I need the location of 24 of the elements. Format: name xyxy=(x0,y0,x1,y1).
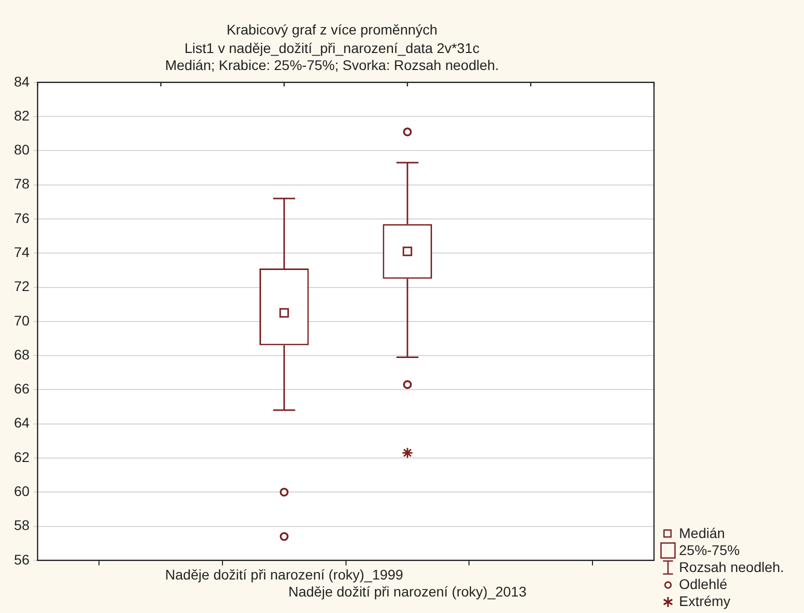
x-tick-label: Naděje dožití při narození (roky)_2013 xyxy=(288,583,527,600)
y-tick-label: 72 xyxy=(14,278,30,294)
y-tick-label: 60 xyxy=(14,482,30,499)
y-tick-label: 56 xyxy=(14,551,30,568)
text: Odlehlé xyxy=(679,576,728,593)
y-tick-label: 70 xyxy=(14,312,30,328)
x-tick-label: Naděje dožití při narození (roky)_1999 xyxy=(165,566,404,583)
y-tick-label: 68 xyxy=(14,346,30,362)
text: 25%-75% xyxy=(679,542,740,559)
y-tick-label: 84 xyxy=(14,73,30,90)
chart-title: Krabicový graf z více proměnných xyxy=(226,21,438,38)
y-tick-label: 64 xyxy=(14,414,30,431)
y-tick-label: 82 xyxy=(14,107,30,124)
y-tick-label: 58 xyxy=(14,517,30,534)
text: Rozsah neodleh. xyxy=(679,559,784,576)
y-tick-label: 78 xyxy=(14,176,30,192)
y-tick-label: 76 xyxy=(14,210,30,226)
chart-subtitle: List1 v naděje_dožití_při_narození_data 2v*31c Medián; Krabice: 25%-75%; Svorka: Rozsah neodleh. xyxy=(165,40,499,73)
y-tick-label: 62 xyxy=(14,448,30,465)
y-tick-label: 66 xyxy=(14,380,30,397)
legend-label: Extrémy xyxy=(679,593,730,610)
text: Medián xyxy=(679,525,725,542)
y-tick-label: 74 xyxy=(14,244,30,260)
y-tick-label: 80 xyxy=(14,142,30,158)
